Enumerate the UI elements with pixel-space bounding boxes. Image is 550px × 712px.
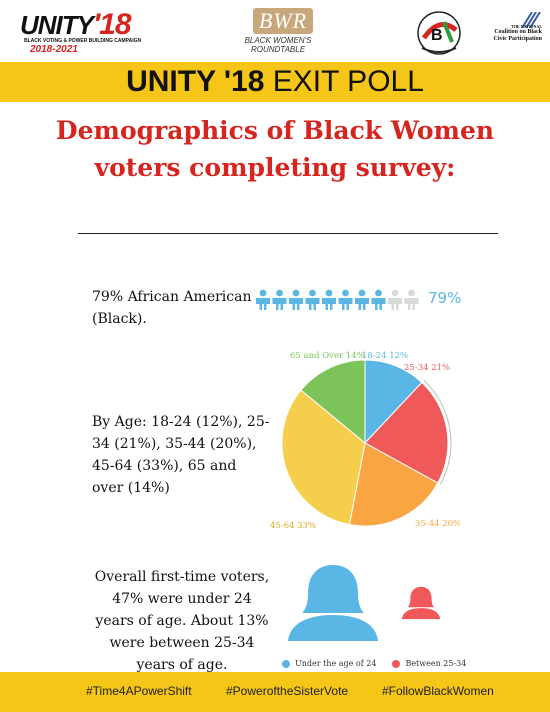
ncbcp-stripes-icon <box>521 12 541 28</box>
unity18-logo: UNITY'18 BLACK VOTING & POWER BUILDING C… <box>20 8 150 56</box>
banner-title-bold: UNITY '18 <box>126 65 265 98</box>
unity-logo-word: UNITY <box>20 10 94 40</box>
divider <box>78 233 498 234</box>
pie-slice-65-over-label: 65 and Over 14% <box>290 351 365 361</box>
person-icon <box>305 289 320 310</box>
ncbcp-logo: THE NATIONAL Coalition on Black Civic Pa… <box>484 12 544 56</box>
bwr-logo: BWR BLACK WOMEN'S ROUNDTABLE <box>218 8 338 58</box>
logo-bar: UNITY'18 BLACK VOTING & POWER BUILDING C… <box>0 0 550 62</box>
hashtag-followblackwomen: #FollowBlackWomen <box>382 684 494 698</box>
person-icon <box>256 289 270 310</box>
person-icon <box>404 289 419 310</box>
title-banner: UNITY '18 EXIT POLL <box>0 62 550 102</box>
person-icon <box>272 289 287 310</box>
pie-slice-18-24-label: 18-24 12% <box>362 351 408 361</box>
pie-slice-35-44-label: 35-44 20% <box>415 519 460 529</box>
person-icon <box>289 289 303 310</box>
person-icon <box>371 289 386 310</box>
legend: Under the age of 24 Between 25-34 <box>282 659 476 668</box>
legend-dot-red <box>392 659 401 668</box>
person-icon <box>355 289 369 310</box>
ncbcp-line2: Coalition on Black <box>494 29 542 35</box>
ncbcp-line1: THE NATIONAL <box>511 24 542 29</box>
hashtag-time4apowershift: #Time4APowerShift <box>86 684 192 698</box>
small-woman-icon <box>401 586 441 620</box>
banner-title: UNITY '18 EXIT POLL <box>0 65 550 99</box>
age-breakdown-text: By Age: 18-24 (12%), 25-34 (21%), 35-44 … <box>92 414 270 496</box>
african-american-percent: 79% <box>428 289 462 307</box>
bwr-logo-name: BLACK WOMEN'S ROUNDTABLE <box>244 36 312 54</box>
legend-label-under-24: Under the age of 24 <box>295 659 377 668</box>
pie-slice-45-64 <box>281 389 366 526</box>
unity-logo-years: 2018-2021 <box>30 44 78 55</box>
bwr-logo-mark: BWR <box>252 8 314 34</box>
ncbcp-line3: Civic Participation <box>493 36 543 42</box>
legend-label-25-34: Between 25-34 <box>405 659 467 668</box>
pie-slice-18-24 <box>364 359 423 445</box>
pie-slice-35-44 <box>348 442 439 527</box>
unity-logo-year: '18 <box>93 8 132 41</box>
page-heading: Demographics of Black Women voters compl… <box>55 116 495 182</box>
person-icon <box>322 289 336 310</box>
pie-slice-45-64-label: 45-64 33% <box>270 521 316 531</box>
pie-accent-arc <box>423 379 452 485</box>
person-icon-row <box>256 289 419 310</box>
unity-logo-tagline: BLACK VOTING & POWER BUILDING CAMPAIGN <box>24 38 142 44</box>
age-pie-chart: 18-24 12% 25-34 21% 35-44 20% 45-64 33% 65 a… <box>270 351 460 531</box>
svg-text:B: B <box>431 27 443 44</box>
pie-slice-25-34-label: 25-34 21% <box>404 363 450 373</box>
legend-item-under-24: Under the age of 24 <box>282 659 376 668</box>
footer-banner: #Time4APowerShift #PoweroftheSisterVote … <box>0 672 550 712</box>
legend-item-25-34: Between 25-34 <box>392 659 466 668</box>
large-woman-icon <box>288 565 378 641</box>
african-american-text: 79% African American (Black). <box>92 289 252 327</box>
legend-dot-blue <box>282 659 290 668</box>
hashtag-powerofthesistervote: #PoweroftheSisterVote <box>226 684 349 698</box>
b4-logo-icon: B <box>417 11 461 55</box>
banner-title-rest: EXIT POLL <box>264 65 424 98</box>
person-icon <box>338 289 353 310</box>
first-time-voters-text: Overall first-time voters, 47% were unde… <box>94 569 270 673</box>
person-icon <box>388 289 402 310</box>
pie-slice-25-34 <box>364 381 449 484</box>
pie-slice-65-over <box>300 359 366 445</box>
